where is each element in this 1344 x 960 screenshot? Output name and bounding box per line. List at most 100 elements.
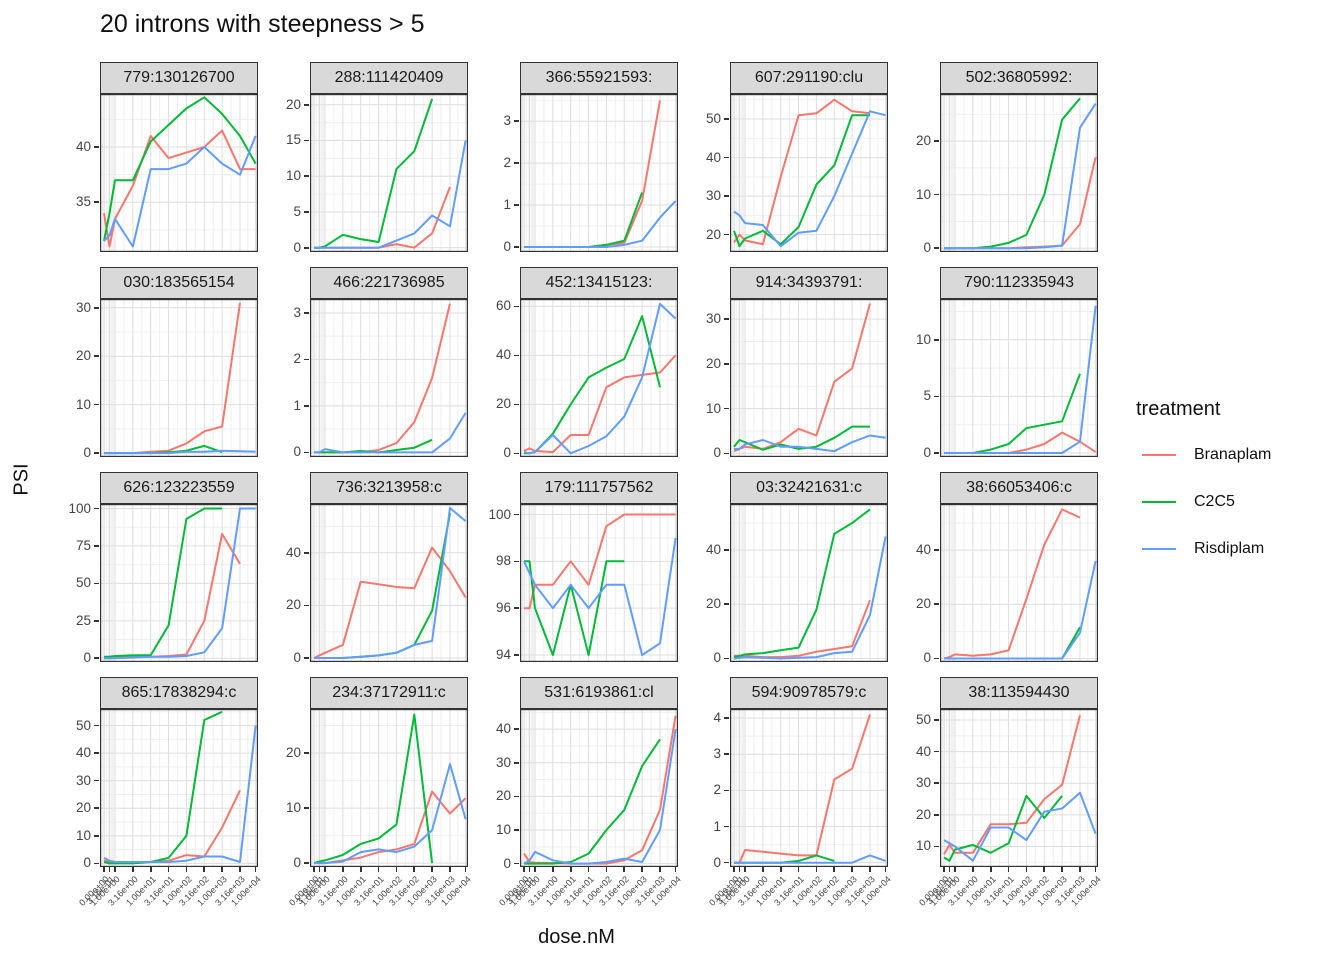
y-tick-mark bbox=[94, 724, 99, 727]
facet: 234:37172911:c 0 10 20 0.00e+00 3.16e-01 1.00e… bbox=[265, 677, 473, 925]
y-tick-mark bbox=[94, 452, 99, 454]
x-tick-mark bbox=[254, 867, 257, 872]
y-tick-label: 10 bbox=[915, 838, 931, 854]
y-tick-mark bbox=[724, 318, 729, 320]
y-axis: 0 20 40 60 bbox=[475, 298, 520, 460]
y-axis: 10 20 30 40 50 bbox=[895, 709, 940, 867]
facet-strip: 790:112335943 bbox=[940, 267, 1098, 299]
facet-strip: 914:34393791: bbox=[730, 267, 888, 299]
y-tick-label: 40 bbox=[915, 743, 931, 759]
y-tick-mark bbox=[304, 752, 309, 754]
y-tick-mark bbox=[514, 403, 519, 406]
x-tick-mark bbox=[359, 867, 362, 872]
y-tick-mark bbox=[304, 358, 309, 361]
y-tick-mark bbox=[724, 825, 729, 828]
y-tick-mark bbox=[304, 103, 309, 106]
y-tick-mark bbox=[94, 582, 99, 585]
x-tick-mark bbox=[377, 867, 380, 872]
y-tick-label: 30 bbox=[75, 772, 91, 788]
y-tick-mark bbox=[514, 513, 519, 516]
y-tick-label: 0 bbox=[293, 444, 301, 460]
y-tick-label: 10 bbox=[285, 800, 301, 816]
series-line-risdiplam bbox=[944, 560, 1097, 660]
facet: 38:66053406:c 0 20 40 bbox=[895, 472, 1098, 666]
y-tick-mark bbox=[94, 403, 99, 406]
x-axis: 0.00e+00 3.16e-01 1.00e+00 3.16e+00 1.00e+01… bbox=[287, 867, 473, 925]
facet-panel-area: 0 1 2 3 4 bbox=[685, 709, 888, 870]
facet: 288:111420409 0 5 10 15 20 bbox=[265, 62, 468, 255]
y-tick-label: 15 bbox=[285, 132, 301, 148]
facet-panel-area: 0 25 50 75 100 bbox=[55, 500, 258, 665]
series-line-risdiplam bbox=[314, 412, 467, 454]
x-tick-mark bbox=[552, 867, 554, 872]
y-tick-mark bbox=[514, 795, 519, 798]
facet: 736:3213958:c 0 20 40 bbox=[265, 472, 468, 665]
facet-panel-area: 0 20 40 bbox=[685, 504, 888, 665]
y-tick-label: 2 bbox=[293, 351, 301, 367]
legend-entry-branaplam: Branaplam bbox=[1128, 445, 1271, 465]
y-tick-mark bbox=[94, 752, 99, 754]
facet: 531:6193861:cl 0 10 20 30 40 0.00e+00 3.16e-01 1… bbox=[475, 677, 683, 925]
legend-line-swatch bbox=[1142, 547, 1176, 551]
facet-strip-label: 779:130126700 bbox=[123, 69, 235, 86]
y-tick-mark bbox=[94, 779, 99, 782]
facet-plot-panel bbox=[940, 299, 1098, 457]
x-tick-mark bbox=[833, 867, 836, 872]
y-tick-label: 10 bbox=[285, 168, 301, 184]
y-tick-label: 50 bbox=[75, 575, 91, 591]
series-line-branaplam bbox=[943, 715, 1081, 855]
y-axis-title: PSI bbox=[10, 463, 33, 496]
facet-strip: 779:130126700 bbox=[100, 62, 258, 94]
y-tick-mark bbox=[304, 139, 309, 142]
series-line-risdiplam bbox=[944, 305, 1097, 454]
facet-strip-label: 790:112335943 bbox=[963, 274, 1075, 291]
facet-strip-label: 865:17838294:c bbox=[121, 684, 237, 701]
y-tick-mark bbox=[514, 607, 519, 609]
facet-plot-panel bbox=[310, 504, 468, 662]
x-tick-mark bbox=[108, 867, 111, 872]
series-line-risdiplam bbox=[104, 507, 256, 660]
facet-panel-area: 0 20 40 bbox=[895, 504, 1098, 666]
y-tick-label: 1 bbox=[503, 197, 511, 213]
x-tick-mark bbox=[738, 867, 741, 872]
y-tick-label: 40 bbox=[285, 544, 301, 560]
y-tick-label: 20 bbox=[285, 96, 301, 112]
facet-strip: 594:90978579:c bbox=[730, 677, 888, 709]
y-tick-label: 10 bbox=[75, 827, 91, 843]
series-line-branaplam bbox=[523, 354, 677, 454]
y-tick-label: 1 bbox=[713, 818, 721, 834]
y-tick-label: 94 bbox=[495, 646, 511, 662]
legend-entry-label: Branaplam bbox=[1194, 446, 1272, 463]
series-line-c2c5 bbox=[733, 114, 870, 248]
legend-entry-risdiplam: Risdiplam bbox=[1128, 539, 1271, 559]
x-axis: 0.00e+00 3.16e-01 1.00e+00 3.16e+00 1.00e+01… bbox=[707, 867, 893, 925]
y-tick-mark bbox=[514, 162, 519, 164]
y-tick-mark bbox=[514, 305, 519, 308]
y-tick-label: 40 bbox=[495, 721, 511, 737]
legend-title: treatment bbox=[1136, 398, 1221, 420]
y-tick-mark bbox=[94, 355, 99, 357]
y-tick-mark bbox=[94, 306, 99, 309]
y-tick-label: 40 bbox=[75, 139, 91, 155]
y-tick-mark bbox=[934, 782, 939, 785]
facet-panel-area: 0 5 10 bbox=[895, 299, 1098, 460]
y-tick-label: 35 bbox=[75, 194, 91, 210]
series-line-risdiplam bbox=[523, 302, 677, 455]
legend: treatment Branaplam C2C5 Risdiplam bbox=[1128, 398, 1271, 586]
x-tick-mark bbox=[342, 867, 344, 872]
series-line-risdiplam bbox=[314, 507, 467, 659]
y-tick-label: 0 bbox=[923, 650, 931, 666]
x-tick-mark bbox=[431, 867, 433, 872]
y-tick-label: 30 bbox=[75, 299, 91, 315]
series-line-risdiplam bbox=[523, 729, 677, 865]
facet: 452:13415123: 0 20 40 60 bbox=[475, 267, 678, 460]
x-tick-mark bbox=[1079, 867, 1081, 872]
series-line-risdiplam bbox=[314, 763, 467, 865]
y-tick-label: 50 bbox=[75, 717, 91, 733]
y-tick-label: 75 bbox=[75, 537, 91, 553]
x-tick-mark bbox=[103, 867, 105, 872]
facet-strip-label: 594:90978579:c bbox=[751, 684, 867, 701]
series-line-risdiplam bbox=[524, 200, 677, 248]
x-tick-mark bbox=[523, 867, 525, 872]
y-tick-label: 100 bbox=[68, 500, 91, 516]
